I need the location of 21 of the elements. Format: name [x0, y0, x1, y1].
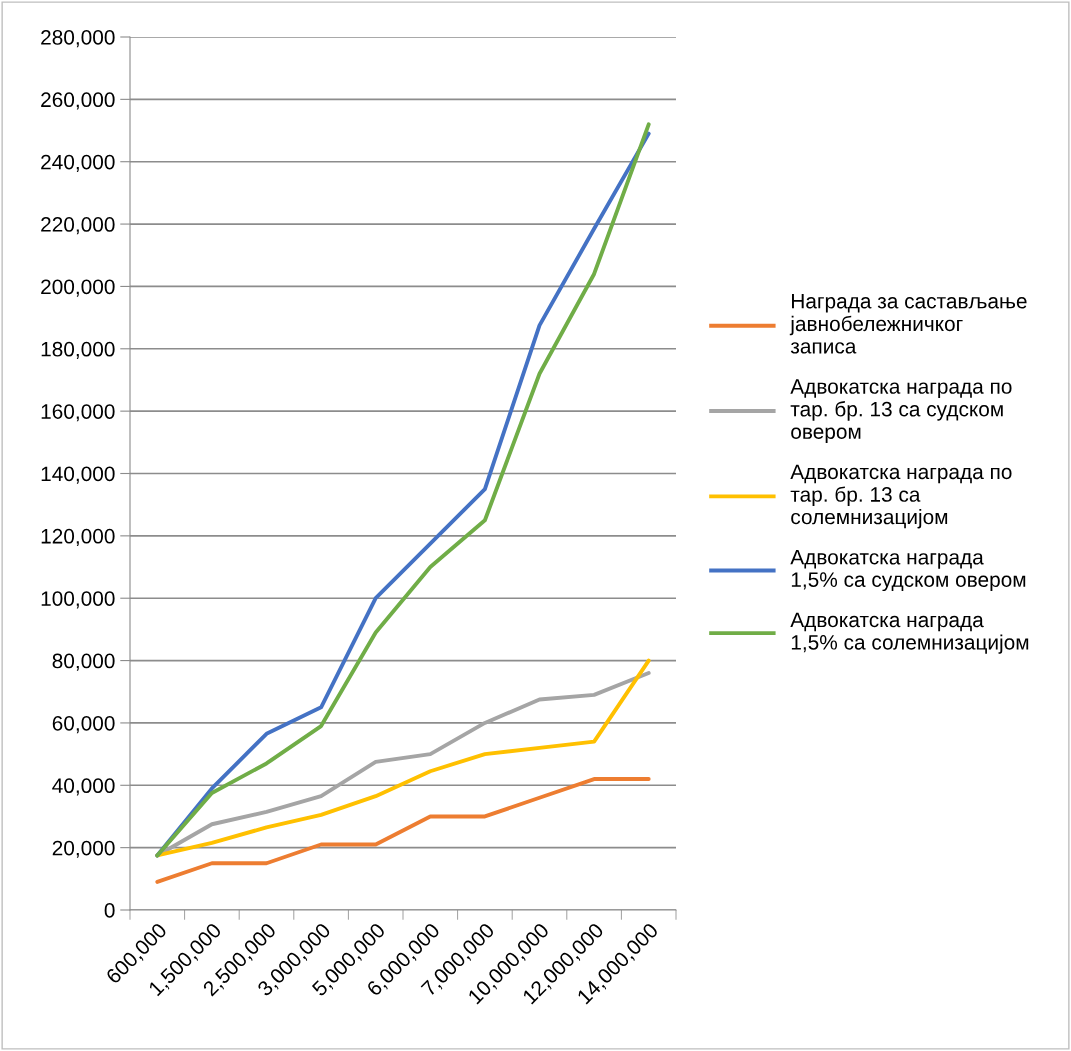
- y-tick-label: 140,000: [41, 466, 115, 484]
- y-tick-label: 60,000: [52, 715, 115, 734]
- y-tick-label: 200,000: [41, 279, 115, 297]
- line-series: [155, 777, 651, 884]
- y-tick-label: 260,000: [41, 92, 115, 110]
- legend-label: Адвокатска награда 1,5% са судском овером: [790, 550, 1026, 592]
- y-tick-label: 180,000: [41, 341, 115, 359]
- y-tick-label: 80,000: [52, 653, 115, 671]
- legend-label: Адвокатска награда по тар. бр. 13 са судском овером: [790, 379, 1012, 444]
- y-tick-label: 280,000: [41, 30, 115, 48]
- y-tick-label: 240,000: [41, 154, 115, 172]
- y-tick-label: 100,000: [41, 591, 115, 609]
- y-tick-label: 0: [104, 903, 115, 918]
- y-tick-label: 220,000: [41, 217, 115, 235]
- y-tick-label: 120,000: [41, 528, 115, 547]
- y-tick-label: 40,000: [52, 778, 115, 796]
- y-tick-label: 20,000: [52, 840, 115, 858]
- legend-label: Адвокатска награда 1,5% са солемнизацијом: [790, 612, 1029, 654]
- legend-label: Награда за састављање јавнобележничког записа: [789, 293, 1027, 354]
- legend-label: Адвокатска награда по тар. бр. 13 са солемнизацијом: [790, 464, 1012, 529]
- y-tick-label: 160,000: [41, 404, 115, 422]
